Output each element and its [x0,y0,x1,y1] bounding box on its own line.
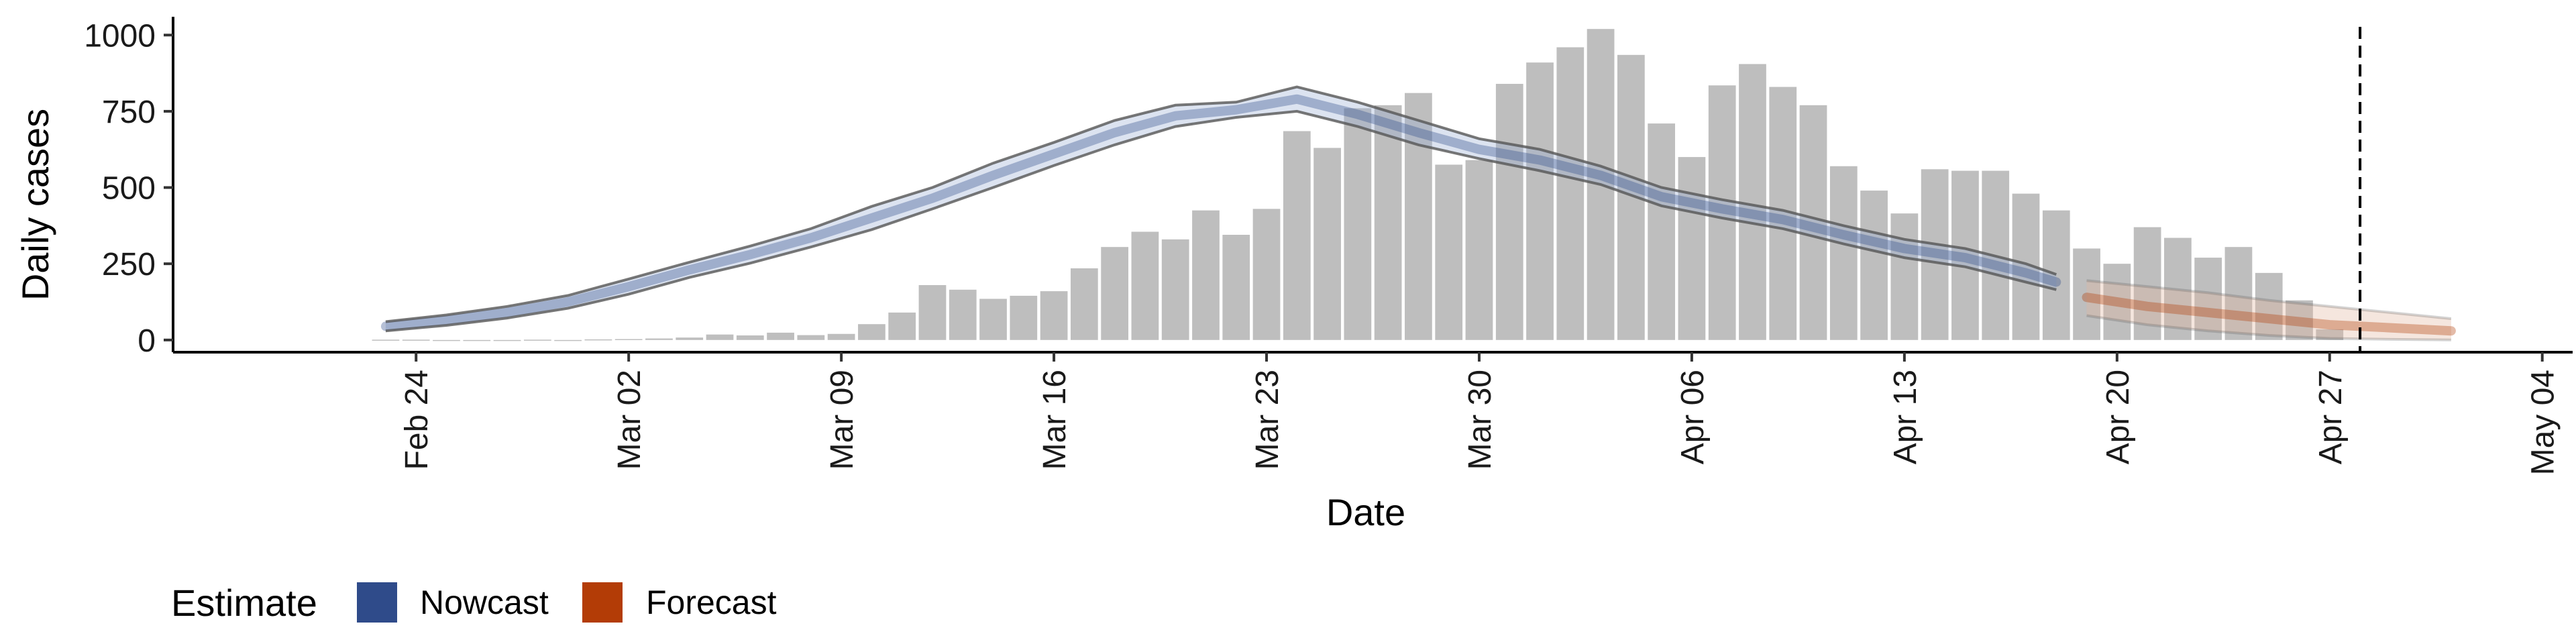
x-tick-label: Apr 27 [2313,370,2349,464]
bar [2224,247,2253,340]
x-tick-label: Mar 09 [824,370,860,470]
x-tick-label: Mar 30 [1462,370,1498,470]
bar [797,335,825,340]
bar [2255,272,2283,340]
bar [676,337,704,340]
bar [1708,85,1736,340]
bar [2042,210,2070,340]
x-tick-label: Apr 06 [1675,370,1711,464]
forecast-upper-line [2086,279,2452,320]
x-tick-label: May 04 [2526,370,2561,475]
bar [1860,191,1888,340]
bar [523,339,551,341]
bar [433,339,460,341]
bar [2194,258,2222,340]
bar [463,339,491,341]
x-tick-label: Apr 20 [2100,370,2136,464]
bar [1921,169,1949,340]
bar [858,324,885,340]
bar [1101,247,1129,340]
bar [767,332,794,340]
y-axis-title: Daily cases [14,109,56,301]
bar [1890,213,1919,340]
bar [2073,248,2100,340]
forecast-band [2086,280,2451,340]
nowcast-median-line [380,94,2061,331]
bars-layer [372,29,2344,341]
bar [372,339,400,341]
bar [2164,237,2192,340]
axes [164,17,2573,362]
nowcast-upper-line [385,85,2057,323]
bar [1010,295,1038,340]
bar [2103,264,2131,340]
bar [1465,160,1493,340]
bar [1283,131,1311,340]
bar [1131,231,1159,340]
bar [493,339,521,341]
bar [1435,164,1463,340]
bar [2316,329,2344,340]
x-tick-label: Mar 02 [612,370,647,470]
y-tick-label: 750 [102,95,156,130]
bar [1344,108,1372,340]
legend-key-forecast [582,582,623,623]
bar [554,339,582,341]
bar [1374,105,1402,340]
forecast-lower-line [2086,314,2451,341]
bar [1829,166,1858,340]
bar [1678,157,1706,340]
bar [1495,84,1523,340]
x-axis-title: Date [1326,491,1405,533]
legend-key-nowcast [357,582,397,623]
legend-title: Estimate [171,582,317,624]
legend: Estimate Nowcast Forecast [171,582,777,624]
bar [1040,291,1068,340]
bar [706,334,734,340]
bar [1405,93,1432,340]
y-tick-label: 250 [102,247,156,282]
bar [1556,47,1585,340]
bar [979,299,1007,340]
bar [1739,64,1766,340]
bar [584,339,612,341]
x-tick-label: Mar 16 [1037,370,1073,470]
bar [918,285,947,340]
bar [1526,62,1554,340]
bar [645,338,673,340]
bar [1192,210,1220,340]
y-tick-label: 500 [102,171,156,207]
bar [949,289,977,340]
bar [1313,148,1341,340]
bar [736,335,764,340]
x-tick-labels: Feb 24 Mar 02 Mar 09 Mar 16 Mar 23 Mar 30 Apr … [399,370,2561,475]
nowcast-lower-line [385,109,2057,333]
forecast-median-line [2082,292,2456,336]
bar [1161,239,1189,340]
y-tick-labels: 0 250 500 750 1000 [84,18,156,359]
legend-label-forecast: Forecast [646,584,777,621]
bar [402,339,430,341]
nowcast-band [385,87,2057,331]
x-tick-label: Mar 23 [1250,370,1285,470]
bar [1222,235,1250,340]
y-tick-label: 1000 [84,18,156,54]
bar [827,333,855,340]
bar [2133,227,2161,340]
legend-label-nowcast: Nowcast [420,584,549,621]
bar [1648,123,1676,340]
bar [614,339,643,340]
bar [888,312,916,340]
bar [1799,105,1827,340]
y-tick-label: 0 [138,323,156,359]
x-tick-label: Feb 24 [399,370,435,470]
bar [1951,170,1979,340]
bands-layer [385,87,2451,340]
lines-layer [380,85,2456,341]
bar [1070,268,1098,340]
x-tick-label: Apr 13 [1888,370,1923,464]
bar [2286,300,2313,340]
bar [1252,209,1281,340]
